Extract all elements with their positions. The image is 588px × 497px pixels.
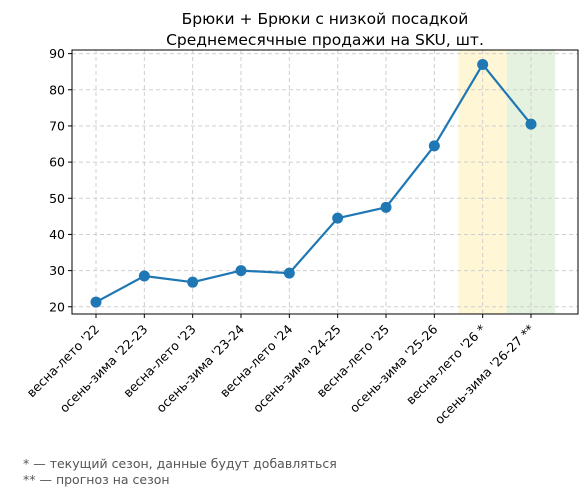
data-point-4 [283, 267, 295, 279]
footnote-current-season: * — текущий сезон, данные будут добавлят… [23, 456, 337, 471]
x-tick-label-3: осень-зима '23-24 [153, 321, 247, 415]
data-point-3 [235, 265, 247, 277]
y-tick-label-5: 70 [49, 118, 65, 133]
data-point-2 [187, 276, 199, 288]
x-tick-label-1: осень-зима '22-23 [57, 322, 151, 416]
chart-subtitle: Среднемесячные продажи на SKU, шт. [166, 31, 484, 49]
data-point-7 [428, 140, 440, 152]
y-tick-label-2: 40 [49, 227, 65, 242]
plot-frame [71, 49, 579, 315]
footnote-forecast: ** — прогноз на сезон [23, 472, 170, 487]
y-tick-label-0: 20 [49, 299, 65, 314]
grid-lines [72, 50, 578, 314]
data-point-0 [90, 296, 102, 308]
data-point-9 [525, 118, 537, 130]
footnotes: * — текущий сезон, данные будут добавлят… [23, 456, 337, 488]
y-tick-label-4: 60 [49, 155, 65, 170]
chart-title: Брюки + Брюки с низкой посадкой [182, 10, 469, 28]
series-line-group [90, 58, 537, 308]
x-tick-label-5: осень-зима '24-25 [250, 322, 344, 416]
series-line [95, 63, 532, 304]
data-point-1 [138, 270, 150, 282]
y-tick-label-6: 80 [49, 82, 65, 97]
data-point-6 [380, 201, 392, 213]
data-point-8 [477, 58, 489, 70]
y-tick-label-1: 30 [49, 263, 65, 278]
x-tick-label-7: осень-зима '25-26 [347, 321, 441, 415]
y-tick-label-3: 50 [49, 191, 65, 206]
data-point-5 [332, 212, 344, 224]
x-tick-label-9: осень-зима '26-27 ** [432, 322, 538, 428]
y-tick-label-7: 90 [49, 46, 65, 61]
